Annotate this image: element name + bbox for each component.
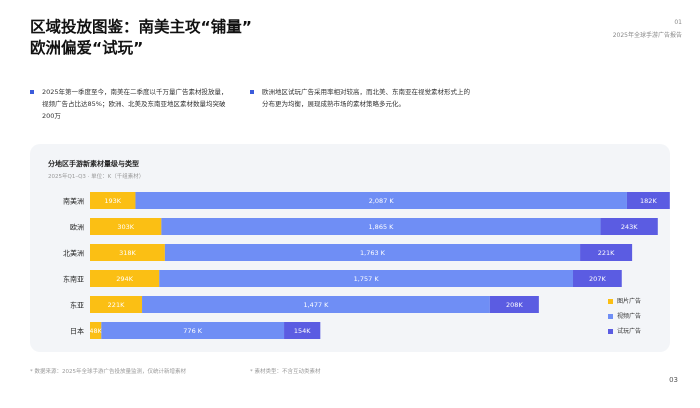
- bar-segment: [489, 296, 539, 313]
- bar-segment: [90, 322, 102, 339]
- legend-label: 视频广告: [617, 313, 642, 320]
- bar-value-label: 48K: [89, 327, 102, 335]
- bar-segment: [90, 270, 160, 287]
- bar-value-label: 1,865 K: [368, 223, 394, 231]
- bar-segment: [573, 270, 622, 287]
- bullet-marker-icon: [250, 90, 254, 94]
- bar-segment: [142, 296, 490, 313]
- insight-2: 欧洲地区试玩广告采用率相对较高，而北美、东南亚在视觉素材形式上的分布更为均衡，展…: [250, 86, 470, 110]
- bar-value-label: 182K: [640, 197, 657, 205]
- bar-value-label: 776 K: [183, 327, 202, 335]
- bar-value-label: 208K: [506, 301, 523, 309]
- bar-segment: [135, 192, 627, 209]
- stacked-bar-chart: 南美洲 193K 2,087 K 182K 欧洲 303K 1,865 K 243K 北美洲 31…: [63, 192, 670, 339]
- title-line-1: 区域投放图鉴：南美主攻“铺量”: [30, 18, 252, 36]
- bar-segment: [159, 270, 574, 287]
- bar-segment: [90, 218, 162, 235]
- chart-subtitle: 2025年Q1–Q3 · 单位：K（千组素材）: [48, 174, 145, 180]
- insight-1-text: 2025年第一季度至今，南美在二季度以千万量广告素材投放量，视频广告占比达85%…: [42, 88, 228, 120]
- bullet-marker-icon: [30, 90, 34, 94]
- legend-label: 图片广告: [617, 298, 642, 305]
- page-number: 01: [674, 19, 682, 26]
- page-title: 区域投放图鉴：南美主攻“铺量” 欧洲偏爱“试玩”: [30, 17, 252, 59]
- category-label: 日本: [70, 327, 84, 336]
- bar-segment: [580, 244, 633, 261]
- legend-item-playable: 试玩广告: [608, 326, 641, 335]
- title-line-2: 欧洲偏爱“试玩”: [30, 39, 144, 57]
- bar-segment: [626, 192, 670, 209]
- legend-swatch-icon: [608, 299, 613, 304]
- category-label: 北美洲: [63, 249, 84, 258]
- bar-segment: [101, 322, 285, 339]
- bar-value-label: 207K: [589, 275, 606, 283]
- bar-value-label: 1,763 K: [360, 249, 386, 257]
- bar-value-label: 221K: [108, 301, 125, 309]
- bar-segment: [284, 322, 321, 339]
- bar-value-label: 303K: [117, 223, 134, 231]
- bar-segment: [90, 192, 136, 209]
- legend-item-video: 视频广告: [608, 311, 641, 320]
- report-tag: 2025年全球手游广告报告: [612, 32, 682, 39]
- bar-segment: [90, 244, 165, 261]
- bar-value-label: 154K: [294, 327, 311, 335]
- bar-value-label: 243K: [621, 223, 638, 231]
- chart-card: 分地区手游新素材量级与类型 2025年Q1–Q3 · 单位：K（千组素材） 南美…: [30, 144, 670, 352]
- bar-value-label: 221K: [598, 249, 615, 257]
- legend-swatch-icon: [608, 314, 613, 319]
- bar-value-label: 193K: [104, 197, 121, 205]
- insight-2-text: 欧洲地区试玩广告采用率相对较高，而北美、东南亚在视觉素材形式上的分布更为均衡，展…: [262, 88, 470, 108]
- bar-segment: [161, 218, 601, 235]
- category-label: 南美洲: [63, 197, 84, 206]
- bar-segment: [164, 244, 581, 261]
- bar-value-label: 294K: [116, 275, 133, 283]
- bar-value-label: 1,477 K: [303, 301, 329, 309]
- legend-item-image: 图片广告: [608, 296, 641, 305]
- category-label: 欧洲: [70, 223, 84, 232]
- footnote-right: * 素材类型：不含互动类素材: [250, 369, 321, 375]
- category-label: 东南亚: [63, 275, 84, 284]
- legend-label: 试玩广告: [617, 328, 642, 335]
- legend-swatch-icon: [608, 329, 613, 334]
- bar-segment: [600, 218, 658, 235]
- bar-value-label: 318K: [119, 249, 136, 257]
- footnote-left: * 数据来源：2025年全球手游广告投放量监测，仅统计新增素材: [30, 369, 186, 375]
- category-label: 东亚: [70, 301, 84, 310]
- bar-value-label: 2,087 K: [369, 197, 395, 205]
- bar-segment: [90, 296, 143, 313]
- page-footer-number: 03: [669, 376, 678, 384]
- chart-title: 分地区手游新素材量级与类型: [48, 160, 139, 168]
- bar-value-label: 1,757 K: [354, 275, 380, 283]
- insight-1: 2025年第一季度至今，南美在二季度以千万量广告素材投放量，视频广告占比达85%…: [30, 86, 230, 122]
